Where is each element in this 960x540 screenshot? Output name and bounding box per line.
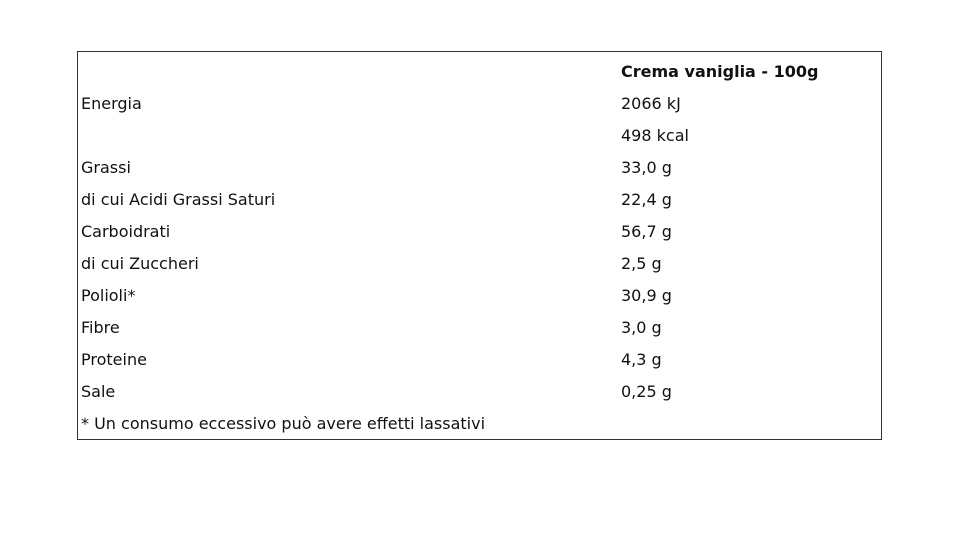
cell: di cui Acidi Grassi Saturi — [81, 190, 276, 209]
cell: Carboidrati — [81, 222, 171, 241]
table-row: Polioli* 30,9 g — [81, 280, 876, 312]
cell: Fibre — [81, 318, 120, 337]
table-row: 498 kcal — [81, 120, 876, 152]
header-cell: Crema vaniglia - 100g — [621, 62, 819, 81]
nutrition-table: Crema vaniglia - 100g Energia 2066 kJ 498 k… — [77, 51, 882, 440]
table-row: Crema vaniglia - 100g — [81, 56, 876, 88]
footnote: * Un consumo eccessivo può avere effetti… — [81, 414, 486, 433]
cell: 4,3 g — [621, 350, 662, 369]
cell: Sale — [81, 382, 116, 401]
table-row: Grassi 33,0 g — [81, 152, 876, 184]
cell: 33,0 g — [621, 158, 672, 177]
table-row: di cui Acidi Grassi Saturi 22,4 g — [81, 184, 876, 216]
table-row: Energia 2066 kJ — [81, 88, 876, 120]
cell: Polioli* — [81, 286, 136, 305]
table-row: Fibre 3,0 g — [81, 312, 876, 344]
cell: Grassi — [81, 158, 131, 177]
table-row: Proteine 4,3 g — [81, 344, 876, 376]
cell: Proteine — [81, 350, 147, 369]
cell: 2,5 g — [621, 254, 662, 273]
table-row: Sale 0,25 g — [81, 376, 876, 408]
cell: 3,0 g — [621, 318, 662, 337]
cell: 56,7 g — [621, 222, 672, 241]
cell: 2066 kJ — [621, 94, 681, 113]
cell: 22,4 g — [621, 190, 672, 209]
table-row: di cui Zuccheri 2,5 g — [81, 248, 876, 280]
cell: 30,9 g — [621, 286, 672, 305]
table-row: Carboidrati 56,7 g — [81, 216, 876, 248]
cell: Energia — [81, 94, 142, 113]
cell: di cui Zuccheri — [81, 254, 199, 273]
cell: 0,25 g — [621, 382, 672, 401]
cell: 498 kcal — [621, 126, 689, 145]
